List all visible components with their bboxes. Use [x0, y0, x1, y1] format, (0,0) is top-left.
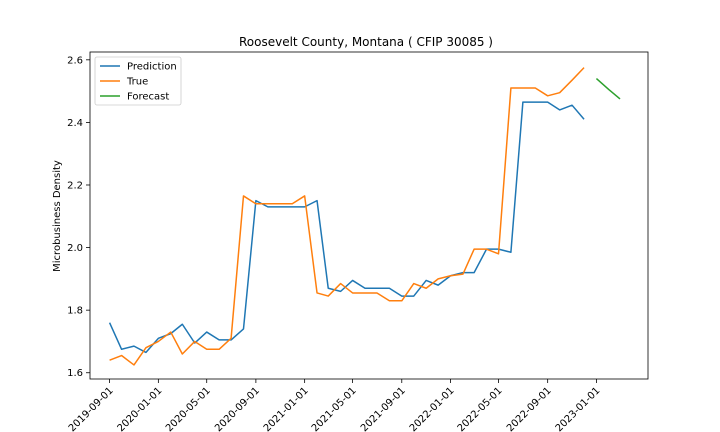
legend-frame [94, 56, 182, 106]
y-tick-label: 2.0 [67, 243, 83, 254]
y-tick-label: 2.4 [67, 118, 83, 129]
x-tick-label: 2020-09-01 [213, 385, 262, 432]
plot-lines [108, 67, 621, 366]
x-axis: 2019-09-01 2020-01-01 2020-05-01 2020-09-01… [67, 379, 603, 432]
chart-title: Roosevelt County, Montana ( CFIP 30085 ) [239, 35, 493, 49]
x-tick-label: 2020-01-01 [116, 385, 165, 432]
x-tick-label: 2021-05-01 [310, 385, 359, 432]
legend-label-prediction: Prediction [127, 62, 177, 73]
y-axis: 1.6 1.8 2.0 2.2 2.4 2.6 [67, 55, 90, 379]
series-line-true [109, 67, 585, 366]
y-tick-label: 2.2 [67, 180, 83, 191]
x-tick-label: 2023-01-01 [554, 385, 603, 432]
y-tick-label: 1.8 [67, 306, 83, 317]
x-tick-label: 2021-01-01 [262, 385, 311, 432]
legend-label-forecast: Forecast [127, 92, 169, 103]
plot-frame [89, 51, 649, 380]
legend: Prediction True Forecast [94, 56, 182, 106]
y-axis-label: Microbusiness Density [52, 160, 63, 272]
series-line-forecast [595, 78, 621, 100]
x-tick-label: 2021-09-01 [359, 385, 408, 432]
y-tick-label: 2.6 [67, 55, 83, 66]
series-line-prediction [108, 101, 585, 354]
x-tick-label: 2022-09-01 [505, 385, 554, 432]
legend-label-true: True [126, 77, 148, 88]
x-tick-label: 2022-05-01 [456, 385, 505, 432]
x-tick-label: 2019-09-01 [67, 385, 116, 432]
x-tick-label: 2020-05-01 [164, 385, 213, 432]
x-tick-label: 2022-01-01 [408, 385, 457, 432]
y-tick-label: 1.6 [67, 368, 83, 379]
